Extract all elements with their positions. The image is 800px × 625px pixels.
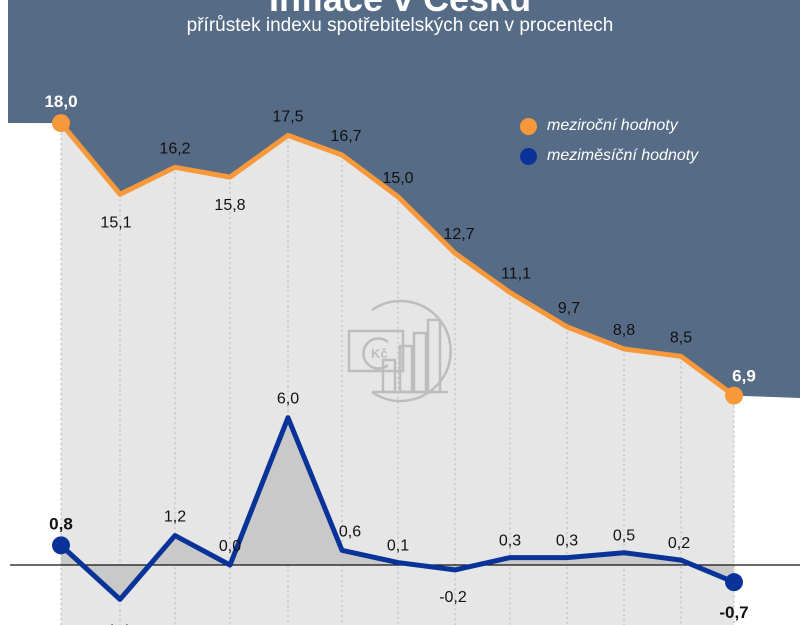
mom-data-label: 0,3 <box>499 533 521 550</box>
yoy-data-label: 15,8 <box>214 197 245 214</box>
yoy-data-label: 11,1 <box>501 265 531 282</box>
yoy-data-label: 6,9 <box>732 367 756 386</box>
mom-data-label: 6,0 <box>277 391 299 408</box>
yoy-data-label: 8,8 <box>613 322 635 339</box>
legend-item-yoy: meziroční hodnoty <box>520 117 678 135</box>
logo-watermark: Kč <box>347 299 452 403</box>
mom-data-label: 0,1 <box>387 538 409 555</box>
mom-data-label: 0,6 <box>339 523 361 540</box>
legend-marker-yoy <box>520 117 537 135</box>
yoy-data-label: 15,0 <box>382 170 413 187</box>
yoy-data-label: 18,0 <box>44 92 77 111</box>
legend-label-mom: meziměsíční hodnoty <box>547 147 699 164</box>
yoy-point <box>52 114 70 133</box>
yoy-data-label: 15,1 <box>100 214 131 231</box>
mom-point <box>725 573 743 592</box>
mom-point <box>52 536 70 555</box>
yoy-data-label: 16,2 <box>159 140 190 157</box>
yoy-point <box>725 386 743 405</box>
yoy-data-label: 16,7 <box>330 128 361 145</box>
header-panel <box>8 0 800 398</box>
legend-marker-mom <box>520 147 537 165</box>
mom-data-label: 0,0 <box>219 538 241 555</box>
yoy-data-label: 12,7 <box>443 226 474 243</box>
yoy-data-label: 9,7 <box>558 300 580 317</box>
mom-data-label: 0,8 <box>49 514 73 533</box>
plot-area <box>61 123 734 625</box>
mom-data-label: 0,5 <box>613 528 635 545</box>
mom-data-label: 0,2 <box>668 535 690 552</box>
mom-data-label: 1,2 <box>164 509 186 526</box>
yoy-data-label: 8,5 <box>670 329 692 346</box>
mom-data-label: -0,7 <box>719 603 748 622</box>
chart-title: Inflace v Česku <box>0 0 800 20</box>
mom-data-label: -1,4 <box>102 622 130 625</box>
chart-subtitle: přírůstek indexu spotřebitelských cen v … <box>186 15 614 36</box>
legend-item-mom: meziměsíční hodnoty <box>520 147 698 165</box>
svg-text:Kč: Kč <box>371 346 388 361</box>
yoy-line <box>59 121 736 398</box>
legend-label-yoy: meziroční hodnoty <box>547 117 678 134</box>
mom-line <box>59 415 735 602</box>
mom-data-label: -0,2 <box>439 589 467 606</box>
yoy-data-label: 17,5 <box>272 108 303 125</box>
mom-data-label: 0,3 <box>556 533 578 550</box>
